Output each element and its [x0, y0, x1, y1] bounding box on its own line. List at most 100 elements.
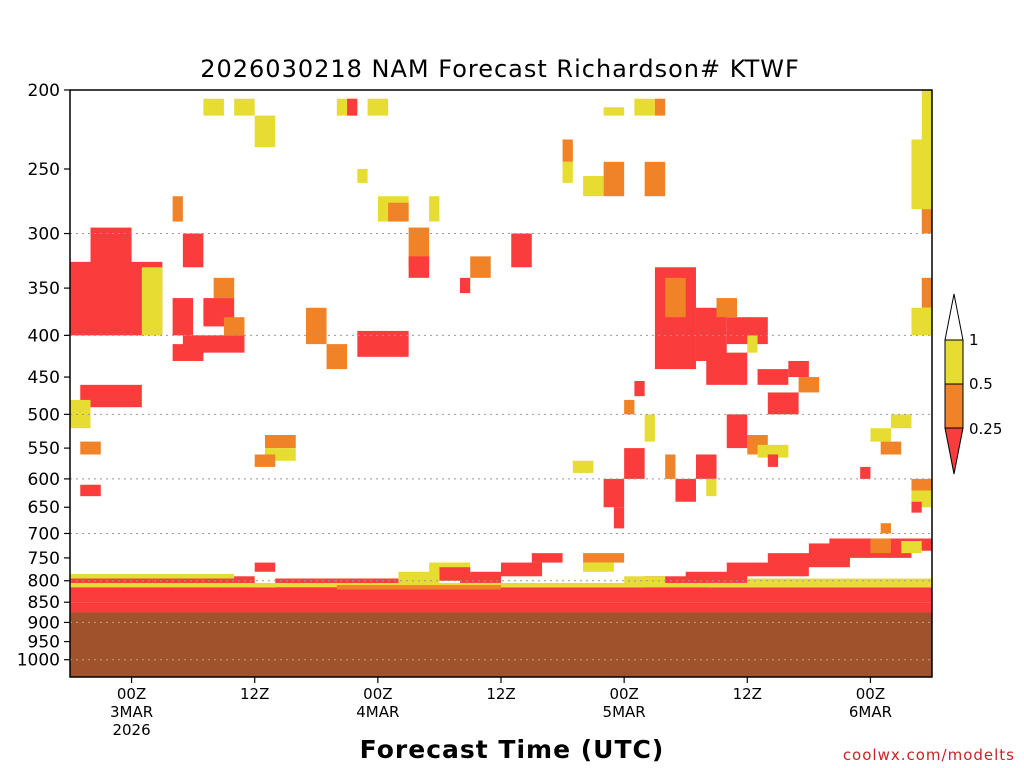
heatmap-cell	[634, 380, 645, 397]
heatmap-cell	[726, 414, 748, 449]
heatmap-cell	[880, 523, 891, 534]
y-tick-label: 750	[28, 549, 60, 569]
y-tick-label: 700	[28, 524, 60, 544]
heatmap-cell	[747, 335, 758, 353]
y-tick-label: 450	[28, 368, 60, 388]
y-tick-label: 600	[28, 470, 60, 490]
ground-fill	[70, 612, 932, 677]
heatmap-cell	[603, 478, 625, 508]
heatmap-cell	[583, 562, 614, 572]
x-tick-label: 00Z	[856, 685, 885, 703]
heatmap-cell	[624, 399, 635, 415]
heatmap-cell	[213, 277, 235, 299]
heatmap-cell	[757, 444, 789, 458]
heatmap-cell	[388, 202, 409, 222]
y-tick-label: 900	[28, 613, 60, 633]
heatmap-cell	[624, 448, 645, 479]
heatmap-cell	[860, 466, 871, 479]
x-tick-label: 00Z	[363, 685, 392, 703]
heatmap-cell	[644, 414, 655, 442]
heatmap-cell	[357, 330, 409, 357]
heatmap-cells	[70, 90, 932, 613]
heatmap-cell	[901, 540, 922, 554]
legend-label: 0.5	[969, 375, 993, 393]
heatmap-cell	[921, 90, 932, 155]
heatmap-cell	[172, 298, 194, 336]
chart-title: 2026030218 NAM Forecast Richardson# KTWF	[200, 55, 800, 83]
heatmap-cell	[603, 161, 625, 197]
y-tick-label: 350	[28, 279, 60, 299]
heatmap-cell	[223, 317, 245, 336]
heatmap-cell	[921, 209, 932, 234]
heatmap-cell	[583, 553, 625, 563]
heatmap-cell	[470, 256, 491, 278]
heatmap-cell	[767, 392, 799, 415]
x-tick-label: 5MAR	[603, 703, 646, 721]
heatmap-cell	[336, 585, 501, 590]
x-axis-title: Forecast Time (UTC)	[360, 735, 665, 764]
legend-label: 0.25	[969, 420, 1002, 438]
legend-cap-top	[944, 293, 964, 341]
heatmap-cell	[911, 139, 932, 210]
heatmap-cell	[870, 428, 891, 442]
heatmap-cell	[182, 233, 204, 268]
y-tick-label: 200	[28, 81, 60, 101]
color-legend: 1 0.5 0.25	[944, 293, 1002, 475]
heatmap-cell	[347, 98, 358, 116]
y-tick-label: 550	[28, 439, 60, 459]
heatmap-cell	[172, 196, 183, 222]
y-tick-label: 800	[28, 572, 60, 592]
heatmap-cell	[788, 360, 809, 378]
legend-swatch-orange	[944, 383, 964, 429]
heatmap-cell	[152, 576, 255, 588]
heatmap-cell	[70, 582, 932, 588]
heatmap-cell	[357, 168, 368, 183]
heatmap-cell	[398, 571, 440, 586]
plot-area	[69, 89, 933, 678]
heatmap-cell	[911, 501, 922, 513]
heatmap-cell	[306, 307, 327, 345]
x-tick-label: 12Z	[733, 685, 762, 703]
heatmap-cell	[182, 335, 245, 353]
heatmap-cell	[634, 98, 655, 116]
y-tick-label: 300	[28, 225, 60, 245]
heatmap-cell	[70, 602, 932, 613]
heatmap-cell	[880, 441, 902, 455]
heatmap-cell	[254, 562, 276, 572]
x-tick-label: 00Z	[609, 685, 638, 703]
heatmap-cell	[439, 567, 471, 581]
heatmap-cell	[429, 196, 440, 222]
heatmap-cell	[685, 571, 748, 583]
heatmap-cell	[70, 399, 91, 429]
heatmap-cell	[665, 277, 686, 318]
heatmap-cell	[562, 139, 573, 162]
x-tick-label: 12Z	[240, 685, 269, 703]
x-tick-label: 2026	[112, 721, 150, 739]
credit-text: coolwx.com/modelts	[843, 746, 1015, 764]
heatmap-cell	[767, 454, 779, 467]
legend-label: 1	[969, 331, 979, 349]
heatmap-cell	[141, 267, 163, 336]
heatmap-cell	[624, 576, 666, 586]
heatmap-cell	[459, 571, 501, 583]
heatmap-cell	[80, 484, 101, 497]
x-tick-label: 4MAR	[356, 703, 399, 721]
x-tick-label: 3MAR	[110, 703, 153, 721]
heatmap-cell	[459, 277, 471, 294]
heatmap-cell	[254, 454, 276, 467]
heatmap-cell	[644, 576, 707, 588]
heatmap-cell	[706, 478, 717, 497]
y-tick-label: 250	[28, 160, 60, 180]
heatmap-cell	[654, 98, 666, 116]
legend-swatch-yellow	[944, 339, 964, 385]
heatmap-cell	[234, 98, 255, 116]
heatmap-cell	[80, 384, 142, 408]
heatmap-cell	[798, 377, 820, 393]
heatmap-cell	[870, 538, 891, 554]
y-tick-label: 400	[28, 326, 60, 346]
heatmap-cell	[911, 307, 932, 336]
heatmap-cell	[562, 161, 573, 183]
x-tick-label: 00Z	[117, 685, 146, 703]
heatmap-cell	[264, 434, 296, 449]
